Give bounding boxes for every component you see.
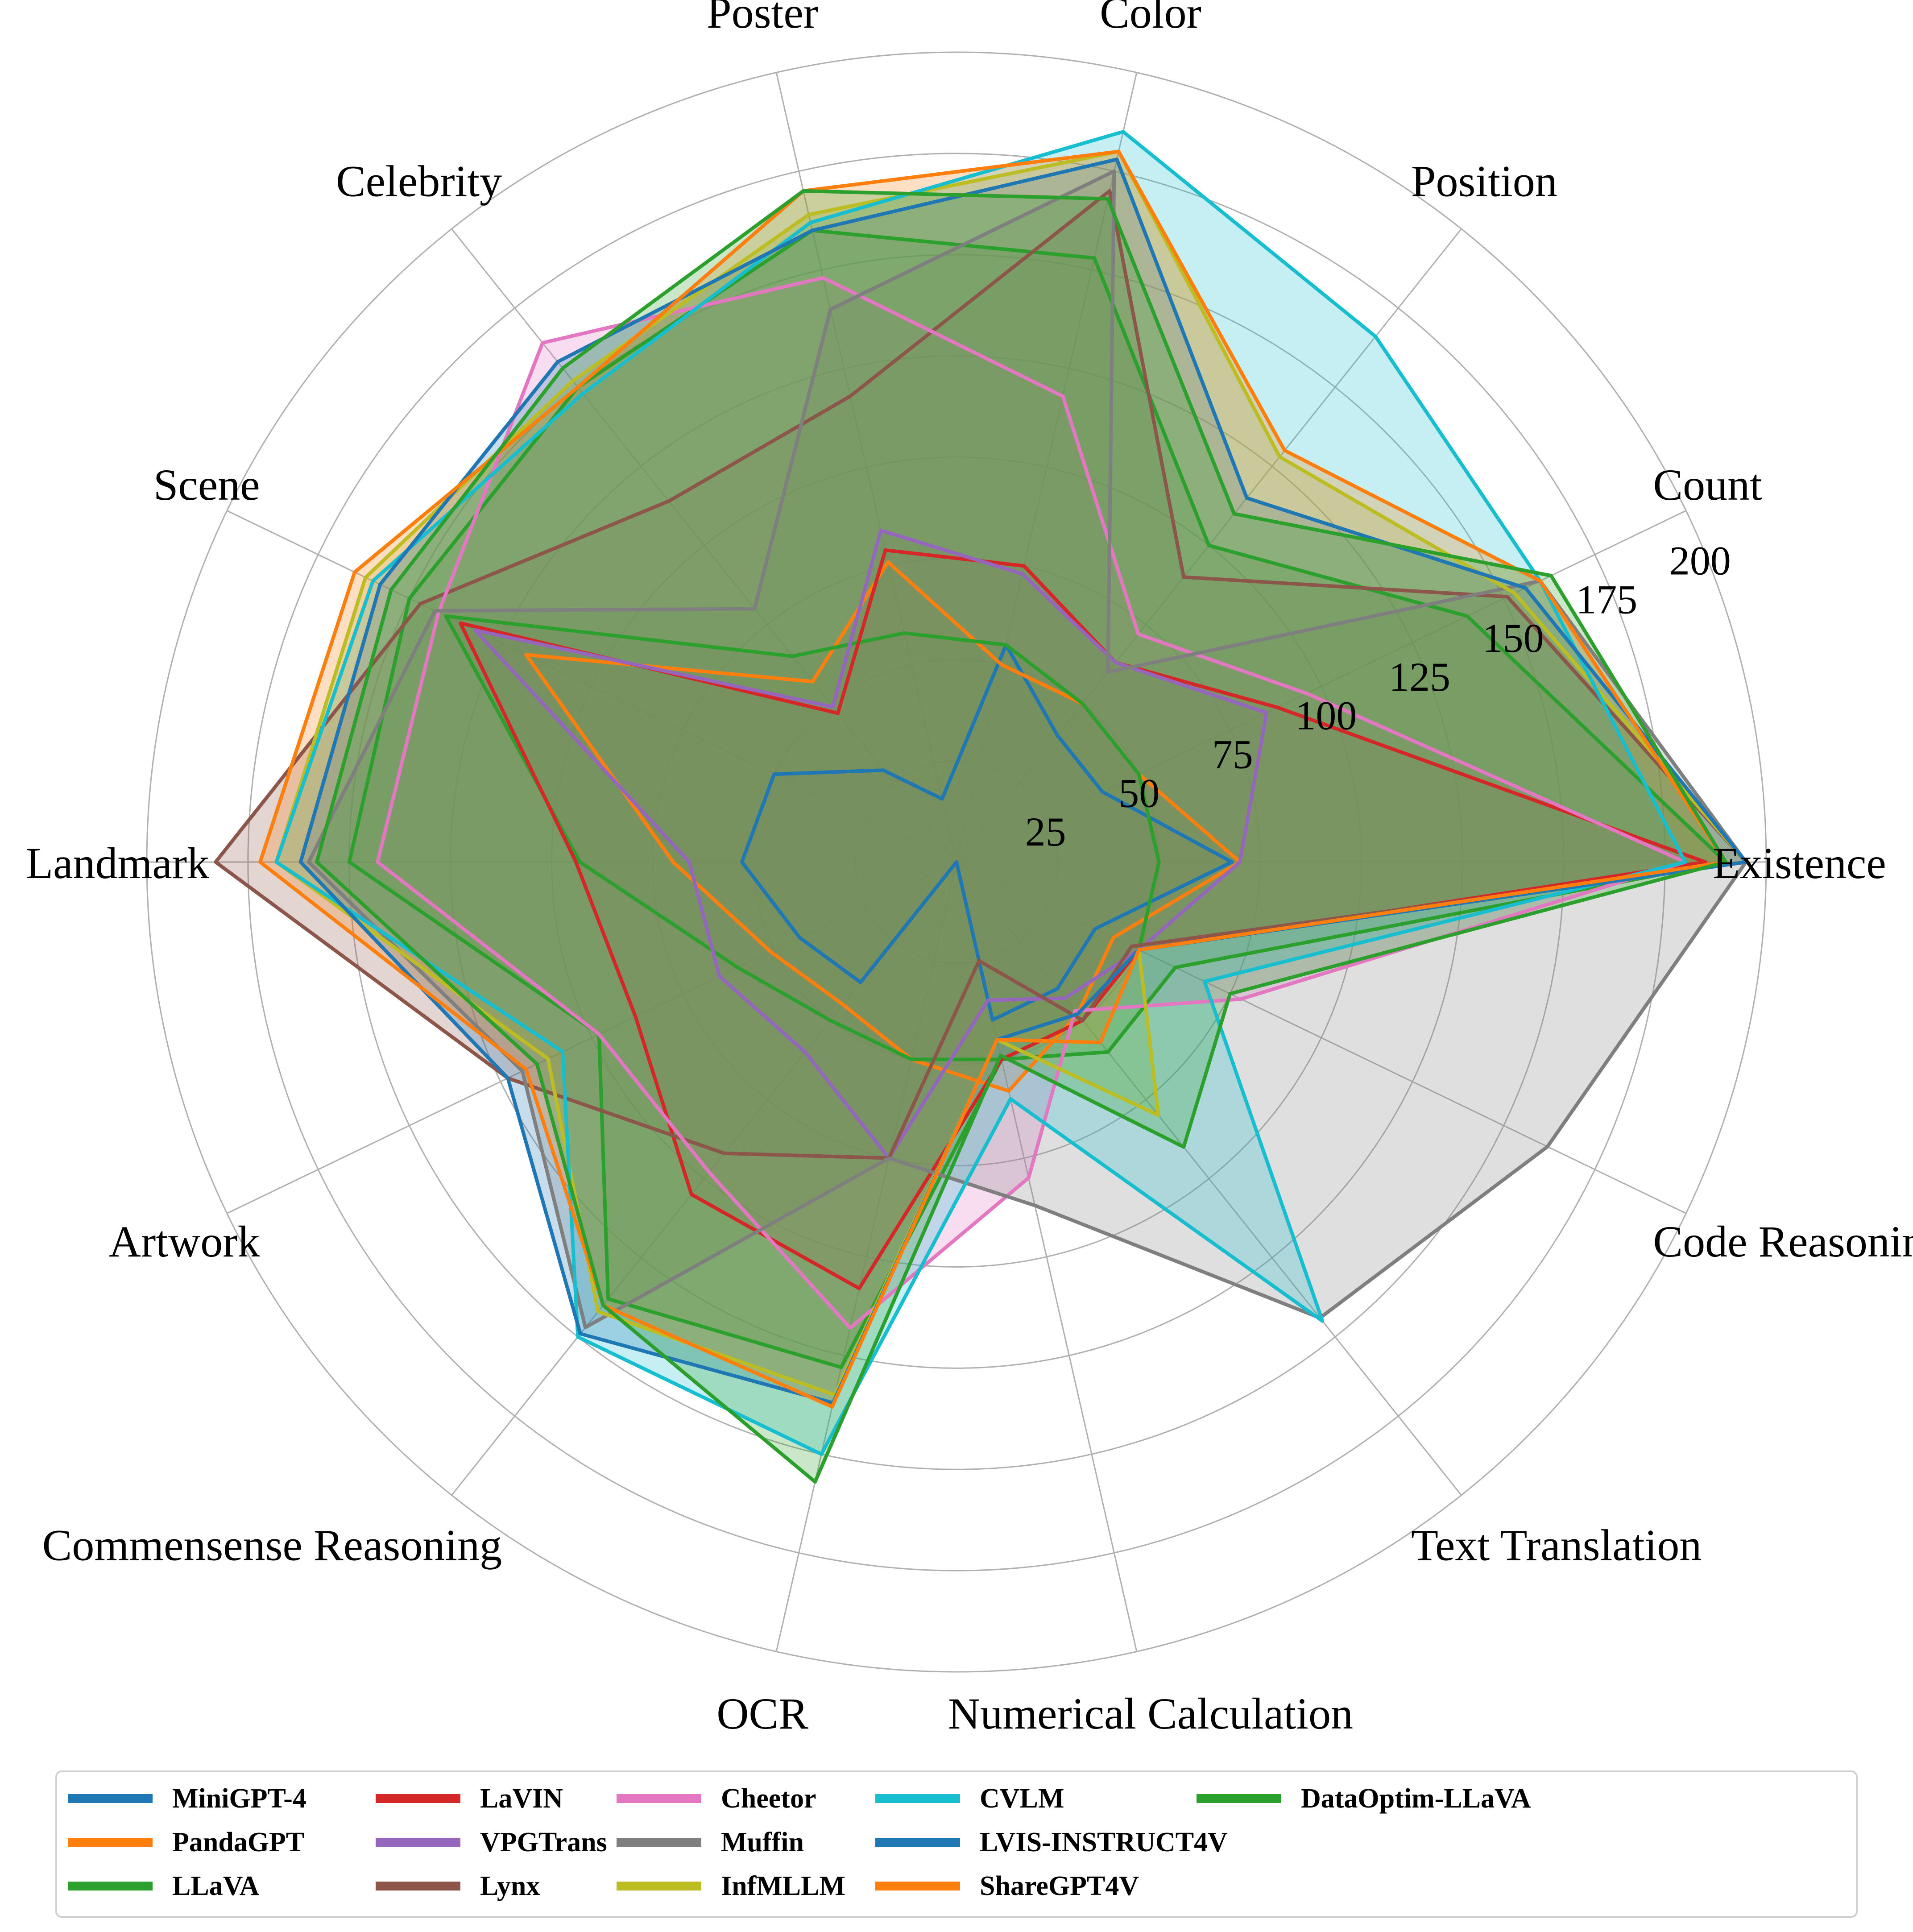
legend-label: MiniGPT-4 [172,1783,306,1814]
legend-swatch [875,1838,960,1847]
series-fill-vpgtrans [475,530,1267,1158]
legend-swatch [1197,1794,1281,1803]
grid-spoke [227,510,957,863]
legend-swatch [376,1794,460,1803]
grid-spoke [775,72,957,862]
legend-label: DataOptim-LLaVA [1301,1783,1531,1814]
legend-label: LVIS-INSTRUCT4V [980,1827,1228,1857]
grid-spoke [956,861,1686,1214]
category-labels: Existence Count Position Color Poster Celebri… [26,0,1913,1738]
category-label: Commensense Reasoning [42,1521,502,1570]
category-label: Scene [153,460,260,510]
grid-spoke [956,862,1462,1496]
series-fills [215,132,1746,1482]
legend-item: LVIS-INSTRUCT4V [875,1822,1228,1862]
legend-label: Muffin [721,1827,804,1857]
legend-swatch [68,1794,153,1803]
radar-grid [146,51,1767,1673]
series-fill-infmllm [276,151,1746,1395]
series-line-muffin [307,169,1748,1329]
series-line-lvis-instruct4v [298,158,1748,1405]
series-fill-cheetor [377,278,1685,1328]
grid-spoke [956,72,1138,862]
legend-item: LLaVA [68,1866,259,1906]
legend-item: VPGTrans [376,1822,607,1862]
legend-swatch [68,1838,153,1847]
legend-label: Lynx [480,1870,540,1901]
legend-swatch [68,1882,153,1891]
legend-swatch [617,1838,701,1847]
legend-swatch [617,1882,701,1891]
legend-item: Lynx [376,1866,540,1906]
series-line-dataoptim-llava [315,189,1728,1484]
legend-swatch [376,1838,460,1847]
series-line [347,228,1728,1369]
series-fill-sharegpt4v [260,151,1726,1407]
legend-label: VPGTrans [480,1827,607,1857]
legend: MiniGPT-4 PandaGPT LLaVA LaVIN VPGTrans Lynx C… [55,1770,1858,1918]
series-fill [349,230,1726,1368]
series-fill-muffin [309,171,1746,1328]
category-label: Code Reasoning [1653,1217,1913,1266]
legend-label: Cheetor [721,1783,816,1814]
category-label: Text Translation [1411,1521,1702,1570]
legend-label: PandaGPT [172,1827,305,1857]
series-fill-llava [446,616,1159,1060]
category-label: Artwork [109,1217,260,1266]
legend-item: ShareGPT4V [875,1866,1139,1906]
radial-tick-label: 200 [1669,538,1731,583]
radial-tick-labels: 25 50 75 100 125 150 175 200 [1025,538,1731,854]
series-line-cvlm [274,130,1687,1456]
series-fill-cvlm [276,132,1685,1455]
legend-swatch [376,1882,460,1891]
legend-swatch [875,1794,960,1803]
legend-item: Muffin [617,1822,804,1862]
category-label: Numerical Calculation [948,1689,1353,1738]
legend-label: CVLM [980,1783,1064,1814]
series-line-cheetor [376,276,1687,1330]
grid-spoke [227,861,957,1214]
radial-tick-label: 100 [1295,693,1357,738]
series-line-lavin [459,548,1707,1290]
grid-spoke [775,862,957,1652]
legend-item: LaVIN [376,1779,563,1819]
series-fill-dataoptim-llava [317,191,1726,1482]
category-label: Existence [1713,838,1886,888]
legend-item: CVLM [875,1779,1064,1819]
series-line-sharegpt4v [258,149,1728,1409]
radial-tick-label: 75 [1212,732,1253,777]
legend-item: InfMLLM [617,1866,845,1906]
category-label: Color [1100,0,1201,37]
legend-label: LLaVA [172,1870,260,1901]
category-label: Celebrity [336,157,502,206]
radial-tick-label: 150 [1482,615,1544,661]
legend-label: LaVIN [480,1783,563,1814]
series-fill-lvis-instruct4v [300,159,1746,1403]
legend-item: Cheetor [617,1779,816,1819]
legend-swatch [617,1794,701,1803]
radial-tick-label: 125 [1389,654,1450,700]
grid-spoke [956,510,1686,863]
legend-label: InfMLLM [721,1870,845,1901]
category-label: Position [1411,157,1557,206]
legend-label: ShareGPT4V [980,1870,1139,1901]
radial-tick-label: 50 [1118,770,1159,816]
category-label: OCR [716,1689,808,1738]
legend-item: MiniGPT-4 [68,1779,306,1819]
grid-spoke [451,228,957,862]
series-line-vpgtrans [473,528,1268,1160]
radial-tick-label: 25 [1025,809,1066,854]
radial-tick-label: 175 [1576,576,1637,622]
series-fill-minigpt-4 [742,645,1232,1020]
legend-item: PandaGPT [68,1822,304,1862]
category-label: Count [1653,460,1762,510]
series-line-lynx [214,189,1748,1160]
series-lines [214,130,1748,1484]
category-label: Landmark [26,838,209,888]
category-label: Poster [707,0,818,37]
legend-item: DataOptim-LLaVA [1197,1779,1531,1819]
legend-swatch [875,1882,960,1891]
series-fill-lavin [460,550,1706,1289]
